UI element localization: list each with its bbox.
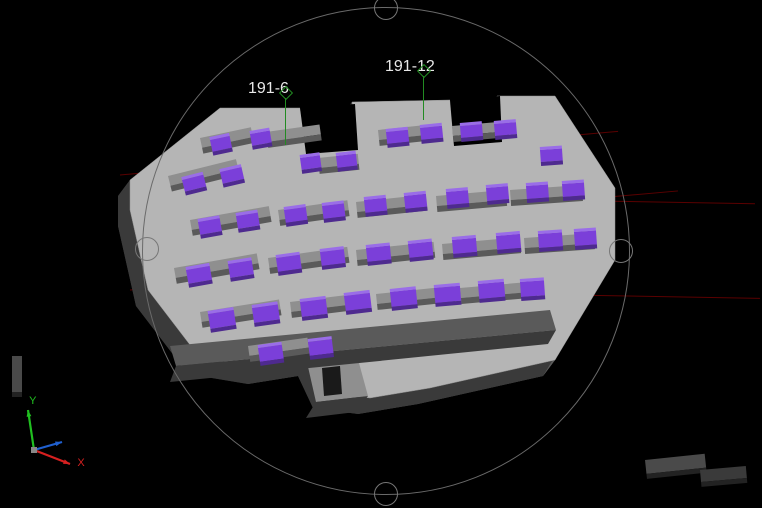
misc-block (645, 454, 707, 479)
cad-3d-viewport[interactable]: 191-6191-12 XY (0, 0, 762, 508)
label-leader-line (285, 98, 286, 145)
orbit-grip-bottom[interactable] (374, 482, 398, 506)
misc-block (700, 466, 747, 487)
ucs-gizmo: XY (14, 390, 94, 470)
orbit-grip-left[interactable] (135, 237, 159, 261)
label-leader-line (423, 76, 424, 120)
axis-arrow-icon (63, 459, 70, 464)
orbit-gizmo-ring[interactable] (142, 7, 630, 495)
axis-label: X (77, 457, 85, 469)
orbit-grip-right[interactable] (609, 239, 633, 263)
axis-label: Y (29, 395, 37, 407)
axis-arrow-icon (55, 441, 62, 446)
ucs-origin-icon (31, 447, 37, 453)
